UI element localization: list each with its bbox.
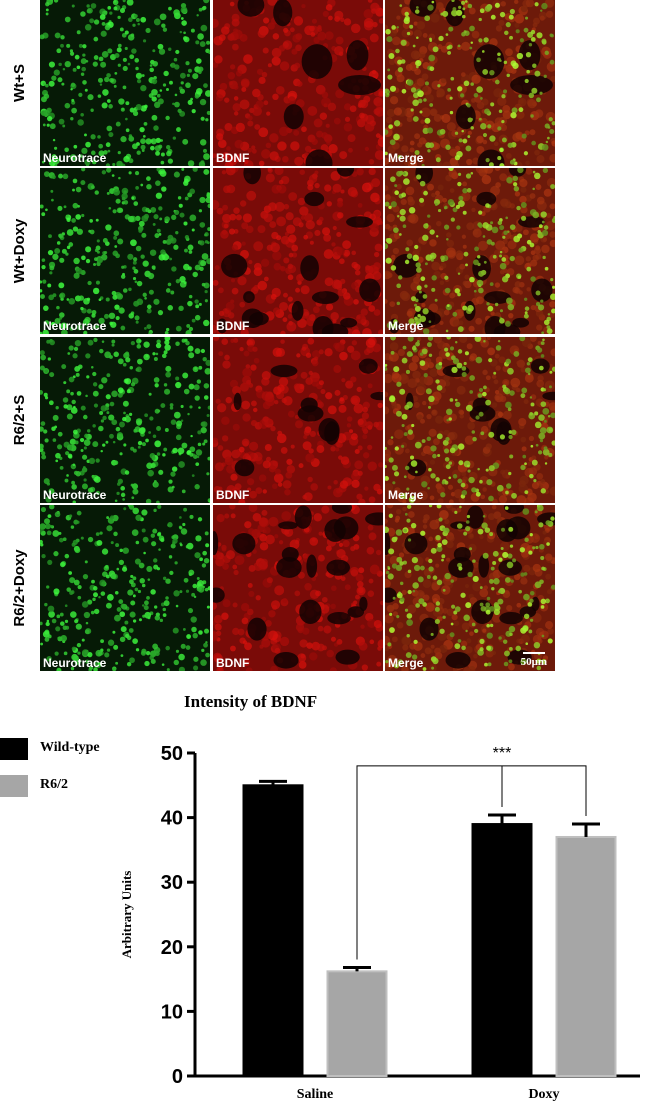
panel-label: BDNF	[216, 151, 250, 165]
panel-r62-s-red: BDNF	[213, 337, 383, 503]
panel-r62-s-merge: Merge	[385, 337, 555, 503]
panel-label: Merge	[388, 656, 424, 670]
panel-wt-s-red: BDNF	[213, 0, 383, 166]
panel-r62-s-green: Neurotrace	[40, 337, 210, 503]
panel-wt-doxy-merge: Merge	[385, 168, 555, 334]
row-label-wt-s: Wt+S	[11, 64, 28, 102]
y-tick-label: 10	[161, 1001, 183, 1023]
panel-label: Merge	[388, 151, 424, 165]
y-tick-label: 50	[161, 743, 183, 765]
y-tick-label: 20	[161, 937, 183, 959]
panel-wt-doxy-red: BDNF	[213, 168, 383, 334]
y-tick-label: 0	[172, 1066, 183, 1088]
scale-bar-line	[522, 652, 545, 654]
legend-label-wild-type: Wild-type	[40, 740, 100, 755]
chart-title: Intensity of BDNF	[184, 692, 318, 711]
panel-label: BDNF	[216, 488, 250, 502]
row-label-r62-s: R6/2+S	[11, 394, 28, 446]
panel-label: BDNF	[216, 656, 250, 670]
bar-r6-2-doxy	[555, 835, 617, 1078]
scale-bar: 50μm	[521, 652, 547, 668]
panel-label: BDNF	[216, 319, 250, 333]
panel-r62-doxy-merge: Merge 50μm	[385, 505, 555, 671]
y-axis-label: Arbitrary Units	[119, 871, 134, 959]
panel-label: Merge	[388, 488, 424, 502]
bar-wild-type-saline	[242, 784, 304, 1078]
row-label-wt-doxy: Wt+Doxy	[11, 218, 28, 284]
panel-label: Merge	[388, 319, 424, 333]
y-tick-label: 30	[161, 872, 183, 894]
bar-r6-2-saline	[326, 970, 388, 1078]
panel-wt-s-merge: Merge	[385, 0, 555, 166]
panel-r62-doxy-green: Neurotrace	[40, 505, 210, 671]
x-tick-label: Saline	[297, 1087, 334, 1102]
bar-wild-type-doxy	[471, 823, 533, 1077]
panel-wt-doxy-green: Neurotrace	[40, 168, 210, 334]
panel-label: Neurotrace	[43, 151, 107, 165]
panel-label: Neurotrace	[43, 656, 107, 670]
y-tick-label: 40	[161, 808, 183, 830]
significance-stars: ***	[493, 745, 512, 762]
significance-bracket	[356, 765, 587, 960]
x-tick-label: Doxy	[528, 1087, 559, 1102]
legend-swatch-r62	[0, 775, 28, 797]
row-label-r62-doxy: R6/2+Doxy	[11, 549, 28, 627]
scale-bar-label: 50μm	[520, 656, 547, 668]
panel-r62-doxy-red: BDNF	[213, 505, 383, 671]
legend-swatch-wild-type	[0, 738, 28, 760]
legend-label-r62: R6/2	[40, 777, 68, 792]
panel-label: Neurotrace	[43, 488, 107, 502]
panel-wt-s-green: Neurotrace	[40, 0, 210, 166]
panel-label: Neurotrace	[43, 319, 107, 333]
micrograph-figure: Wt+S Neurotrace BDNF Merge Wt+Doxy Neurotrace…	[11, 0, 555, 671]
bar-chart: 0 10 20 30 40 50 Arbitrary Units Saline Doxy ***	[119, 743, 640, 1102]
